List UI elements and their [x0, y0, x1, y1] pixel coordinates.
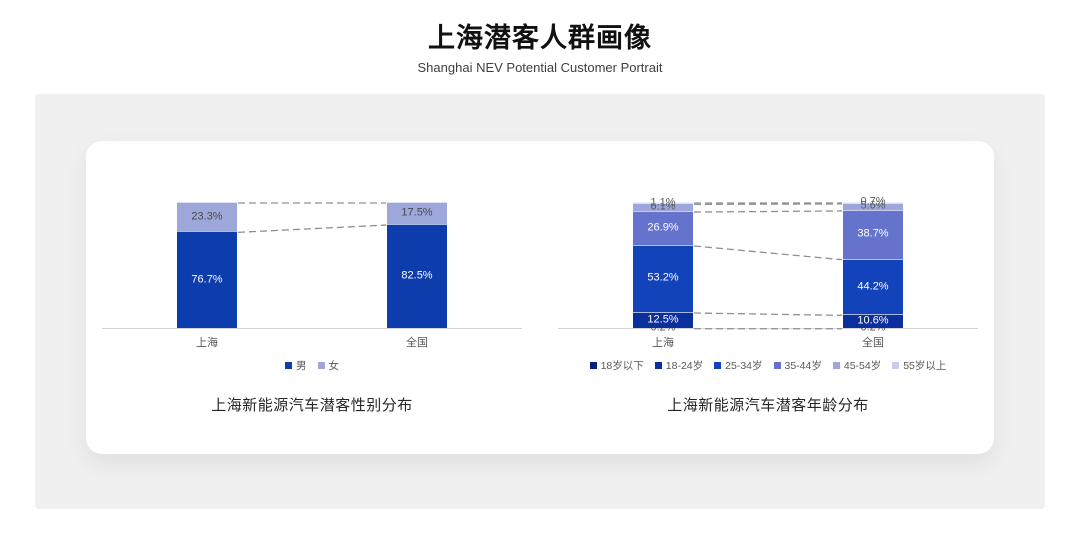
legend-item: 25-34岁	[714, 358, 763, 373]
connector-line	[693, 210, 843, 213]
legend-label: 女	[328, 360, 340, 372]
connector-line	[693, 312, 843, 317]
data-label: 76.7%	[191, 273, 223, 286]
page-header: 上海潜客人群画像 Shanghai NEV Potential Customer…	[0, 0, 1080, 75]
legend-swatch	[773, 362, 781, 369]
bar-segment	[843, 201, 903, 203]
x-axis-label: 全国	[862, 337, 884, 349]
data-label: 6.1%	[650, 200, 676, 213]
data-label: 10.6%	[857, 314, 889, 327]
connector-line	[693, 203, 843, 206]
legend-item: 35-44岁	[773, 358, 822, 373]
legend-label: 男	[296, 360, 307, 372]
legend-swatch	[654, 362, 662, 369]
x-axis-label: 上海	[652, 337, 674, 349]
connector-line	[237, 224, 387, 234]
bar-segment	[843, 209, 903, 259]
gender-plot-area: 76.7% 23.3% 82.5% 17.5%	[102, 202, 522, 329]
legend-swatch	[832, 362, 840, 369]
age-plot-area: 0.2%12.5%53.2%26.9%6.1%1.1%0.2%10.6%44.2…	[558, 196, 978, 333]
data-label: 17.5%	[401, 206, 433, 219]
legend-label: 18-24岁	[665, 360, 704, 372]
legend-label: 55岁以上	[903, 360, 947, 372]
gender-legend: 男女	[102, 358, 522, 373]
legend-label: 18岁以下	[600, 360, 644, 372]
legend-swatch	[285, 362, 292, 369]
legend-item: 男	[285, 358, 307, 373]
gender-chart: 76.7% 23.3% 82.5% 17.5% 上海 全国 男女 上海新能源汽车潜客性别…	[102, 202, 522, 415]
bar-segment	[177, 202, 237, 232]
bar-segment	[843, 202, 903, 210]
bar-segment	[387, 224, 447, 328]
legend-swatch	[317, 362, 325, 369]
legend-label: 45-54岁	[843, 360, 882, 372]
data-label: 44.2%	[857, 280, 889, 293]
data-label: 5.6%	[860, 199, 886, 212]
data-label: 26.9%	[647, 221, 679, 234]
content-panel: 76.7% 23.3% 82.5% 17.5% 上海 全国 男女 上海新能源汽车潜客性别…	[35, 94, 1045, 509]
bar-segment	[633, 203, 693, 212]
age-chart-caption: 上海新能源汽车潜客年龄分布	[667, 397, 869, 414]
bar-segment	[843, 258, 903, 315]
bar-segment	[633, 312, 693, 328]
x-axis-label: 上海	[196, 337, 218, 349]
data-label: 12.5%	[647, 313, 679, 326]
legend-label: 35-44岁	[784, 360, 822, 372]
connector-line	[693, 245, 843, 261]
page-title: 上海潜客人群画像	[428, 23, 652, 53]
legend-item: 55岁以上	[892, 358, 946, 373]
data-label: 38.7%	[857, 227, 889, 240]
legend-item: 女	[317, 358, 340, 373]
legend-swatch	[892, 362, 900, 369]
bar-segment	[387, 202, 447, 225]
data-label: 0.7%	[860, 195, 886, 208]
charts-row: 76.7% 23.3% 82.5% 17.5% 上海 全国 男女 上海新能源汽车潜客性别…	[86, 141, 994, 415]
charts-card: 76.7% 23.3% 82.5% 17.5% 上海 全国 男女 上海新能源汽车潜客性别…	[86, 141, 994, 454]
legend-swatch	[714, 362, 722, 369]
gender-chart-caption: 上海新能源汽车潜客性别分布	[211, 397, 413, 414]
connector-lines	[693, 202, 843, 330]
bar-segment	[177, 231, 237, 328]
connector-lines	[237, 202, 387, 234]
age-x-axis-labels: 上海 全国	[558, 334, 978, 349]
legend-item: 45-54岁	[832, 358, 882, 373]
bar-segment	[843, 314, 903, 328]
page-subtitle: Shanghai NEV Potential Customer Portrait	[417, 60, 663, 75]
gender-x-axis-labels: 上海 全国	[102, 334, 522, 349]
legend-label: 25-34岁	[725, 360, 763, 372]
bar-segment	[633, 244, 693, 312]
bar-segment	[633, 202, 693, 204]
legend-swatch	[589, 362, 597, 369]
data-label: 82.5%	[401, 269, 433, 282]
legend-item: 18岁以下	[589, 358, 644, 373]
bar-segment	[633, 211, 693, 245]
data-label: 1.1%	[650, 196, 676, 209]
data-label: 53.2%	[647, 271, 679, 284]
legend-item: 18-24岁	[654, 358, 704, 373]
age-legend: 18岁以下 18-24岁 25-34岁 35-44岁 45-54岁 55岁以上	[558, 358, 978, 373]
data-label: 23.3%	[191, 210, 223, 223]
x-axis-label: 全国	[406, 337, 428, 349]
age-chart: 0.2%12.5%53.2%26.9%6.1%1.1%0.2%10.6%44.2…	[558, 196, 978, 415]
